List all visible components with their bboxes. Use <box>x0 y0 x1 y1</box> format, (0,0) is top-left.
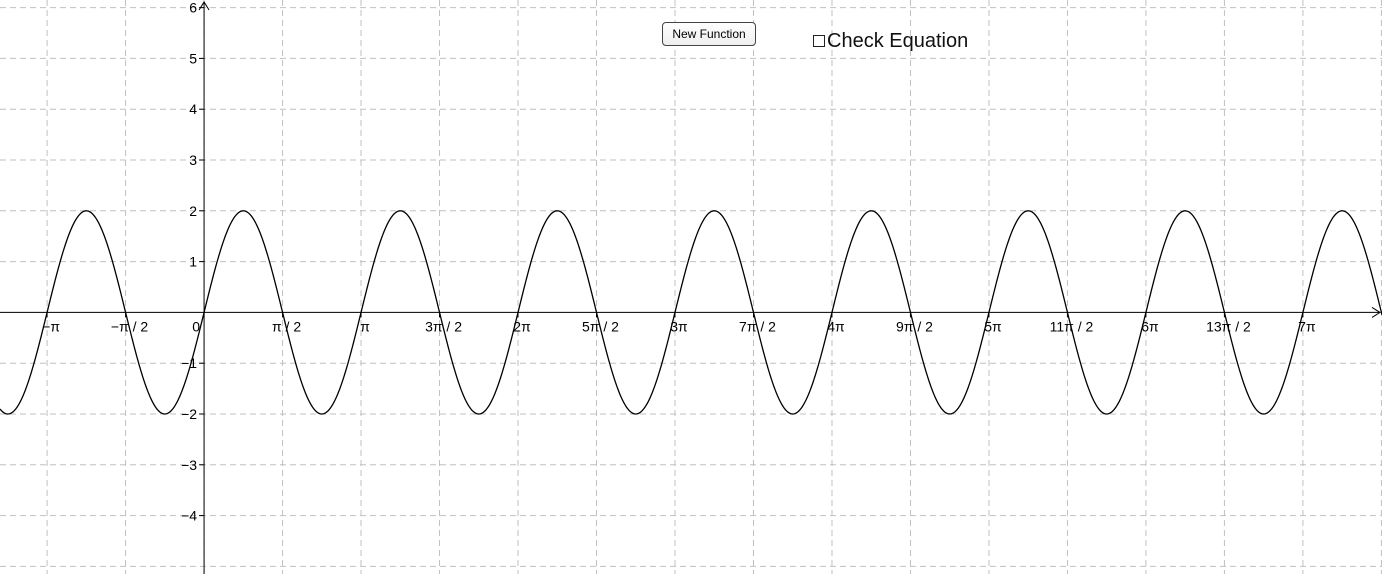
x-tick-label: 3π <box>670 318 688 334</box>
function-curve-layer[interactable] <box>0 210 1382 415</box>
x-tick-label: −π <box>42 318 60 334</box>
x-tick-label: 2π <box>513 318 531 334</box>
x-tick-label: 7π <box>1298 318 1316 334</box>
y-tick-label: −2 <box>181 406 197 422</box>
x-tick-label: π <box>360 318 370 334</box>
y-tick-label: 2 <box>189 203 197 219</box>
x-axis-arrow-icon <box>1371 306 1381 318</box>
y-tick-label: −1 <box>181 355 197 371</box>
function-curve[interactable] <box>0 210 1382 415</box>
check-equation-label[interactable]: Check Equation <box>827 29 969 52</box>
y-tick-label: −3 <box>181 457 197 473</box>
x-tick-label: 4π <box>827 318 845 334</box>
x-tick-label: 6π <box>1141 318 1159 334</box>
y-tick-label: 6 <box>189 0 197 16</box>
checkbox-square-icon[interactable] <box>813 35 825 47</box>
y-tick-label: 5 <box>189 50 197 66</box>
y-tick-label: 1 <box>189 254 197 270</box>
y-tick-label: 3 <box>189 152 197 168</box>
check-equation-checkbox[interactable]: Check Equation <box>813 28 968 54</box>
x-tick-label: 5π <box>984 318 1002 334</box>
y-tick-label: −4 <box>181 508 197 524</box>
x-tick-label: 0 <box>192 318 200 334</box>
new-function-button[interactable]: New Function <box>662 22 756 46</box>
y-tick-label: 4 <box>189 101 197 117</box>
